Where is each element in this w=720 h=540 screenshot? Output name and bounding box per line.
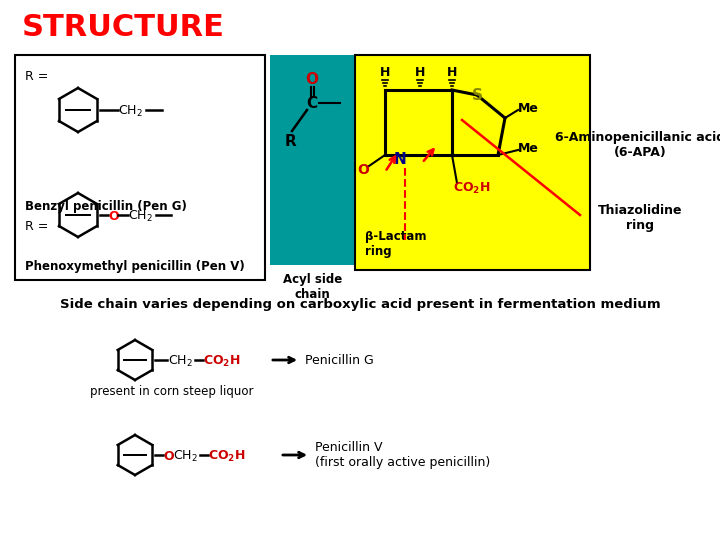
Text: Penicillin V
(first orally active penicillin): Penicillin V (first orally active penici… [315, 441, 490, 469]
Text: C: C [307, 96, 318, 111]
Text: Me: Me [518, 102, 539, 114]
Text: $\mathregular{CO_2H}$: $\mathregular{CO_2H}$ [203, 354, 240, 368]
Text: N: N [394, 152, 406, 167]
Text: O: O [108, 210, 119, 222]
Text: $\mathregular{CO_2H}$: $\mathregular{CO_2H}$ [208, 448, 246, 463]
Text: S: S [472, 87, 482, 103]
Bar [355, 55, 590, 270]
Bar [270, 55, 355, 265]
Text: H: H [415, 65, 426, 78]
Text: Thiazolidine
ring: Thiazolidine ring [598, 204, 683, 232]
Text: R =: R = [25, 220, 48, 233]
Text: $\mathregular{CH_2}$: $\mathregular{CH_2}$ [168, 354, 193, 368]
Text: O: O [357, 163, 369, 177]
Text: $\mathregular{CH_2}$: $\mathregular{CH_2}$ [173, 448, 198, 463]
Text: R: R [284, 133, 296, 148]
Text: $\mathregular{CH_2}$: $\mathregular{CH_2}$ [128, 208, 153, 224]
Text: $\mathregular{CH_2}$: $\mathregular{CH_2}$ [118, 104, 143, 119]
Text: O: O [305, 72, 318, 87]
Text: H: H [380, 65, 390, 78]
Text: Penicillin G: Penicillin G [305, 354, 374, 367]
Text: present in corn steep liquor: present in corn steep liquor [90, 385, 253, 398]
Text: β-Lactam
ring: β-Lactam ring [365, 230, 426, 258]
Text: 6-Aminopenicillanic acid
(6-APA): 6-Aminopenicillanic acid (6-APA) [555, 131, 720, 159]
Text: $\mathregular{CO_2H}$: $\mathregular{CO_2H}$ [453, 180, 491, 195]
Text: Acyl side
chain: Acyl side chain [283, 273, 342, 301]
Text: Phenoxymethyl penicillin (Pen V): Phenoxymethyl penicillin (Pen V) [25, 260, 245, 273]
Text: Me: Me [518, 141, 539, 154]
Text: Benzyl penicillin (Pen G): Benzyl penicillin (Pen G) [25, 200, 187, 213]
Text: STRUCTURE: STRUCTURE [22, 14, 225, 43]
Bar [15, 55, 265, 280]
Text: Side chain varies depending on carboxylic acid present in fermentation medium: Side chain varies depending on carboxyli… [60, 298, 660, 311]
Text: H: H [447, 65, 457, 78]
Text: O: O [163, 449, 174, 462]
Text: R =: R = [25, 70, 48, 83]
